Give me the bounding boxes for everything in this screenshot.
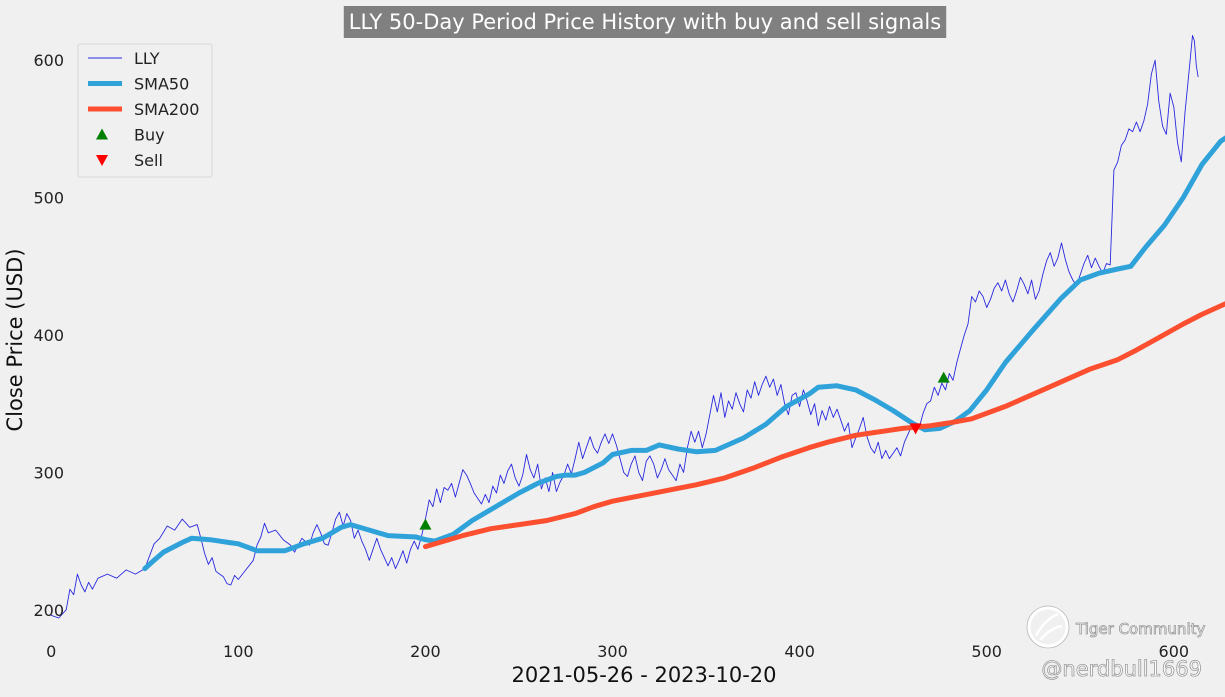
x-tick-label-400: 400 (784, 642, 815, 661)
y-axis-label: Close Price (USD) (3, 248, 27, 431)
x-tick-label-0: 0 (46, 642, 56, 661)
legend-symbol-buy (96, 128, 108, 140)
series-line-sma200 (422, 301, 1225, 550)
watermark-brand: Tiger Community (1075, 620, 1205, 638)
x-axis-ticks: 0 100 200 300 400 500 600 (46, 642, 1189, 661)
x-axis-label: 2021-05-26 - 2023-10-20 (511, 663, 776, 687)
watermark-user: @nerdbull1669 (1041, 657, 1202, 681)
legend-label-sma200: SMA200 (134, 100, 199, 119)
y-tick-label-500: 500 (33, 189, 64, 208)
chart-title: LLY 50-Day Period Price History with buy… (349, 10, 941, 34)
legend: LLY SMA50 SMA200 Buy Sell (77, 43, 213, 178)
legend-label-sma50: SMA50 (134, 75, 189, 94)
y-tick-label-600: 600 (33, 51, 64, 70)
watermark: Tiger Community @nerdbull1669 (1026, 605, 1206, 681)
plot-area (50, 35, 1225, 619)
legend-label-lly: LLY (134, 49, 160, 68)
legend-box (77, 43, 213, 178)
y-tick-label-300: 300 (33, 463, 64, 482)
legend-symbol-sell (96, 155, 108, 166)
tiger-logo-stripes-icon (1034, 612, 1063, 641)
sell-signal-marker-0 (909, 423, 922, 435)
x-tick-label-100: 100 (223, 642, 254, 661)
x-tick-label-200: 200 (410, 642, 441, 661)
legend-label-sell: Sell (134, 151, 163, 170)
buy-signal-marker-0 (419, 518, 432, 530)
legend-label-buy: Buy (134, 126, 165, 145)
x-tick-label-600: 600 (1159, 642, 1190, 661)
x-tick-label-300: 300 (597, 642, 628, 661)
tiger-logo-icon-outline (1026, 605, 1070, 649)
chart-title-box: LLY 50-Day Period Price History with buy… (343, 6, 947, 38)
series-line-lly (50, 35, 1199, 619)
y-axis-ticks: 200 300 400 500 600 (33, 51, 64, 620)
series-line-sma50 (142, 135, 1225, 572)
x-tick-label-500: 500 (971, 642, 1002, 661)
chart-title-background (343, 6, 947, 38)
tiger-logo-icon (1027, 606, 1069, 648)
y-tick-label-400: 400 (33, 326, 64, 345)
buy-signal-marker-1 (937, 371, 950, 383)
y-tick-label-200: 200 (33, 601, 64, 620)
